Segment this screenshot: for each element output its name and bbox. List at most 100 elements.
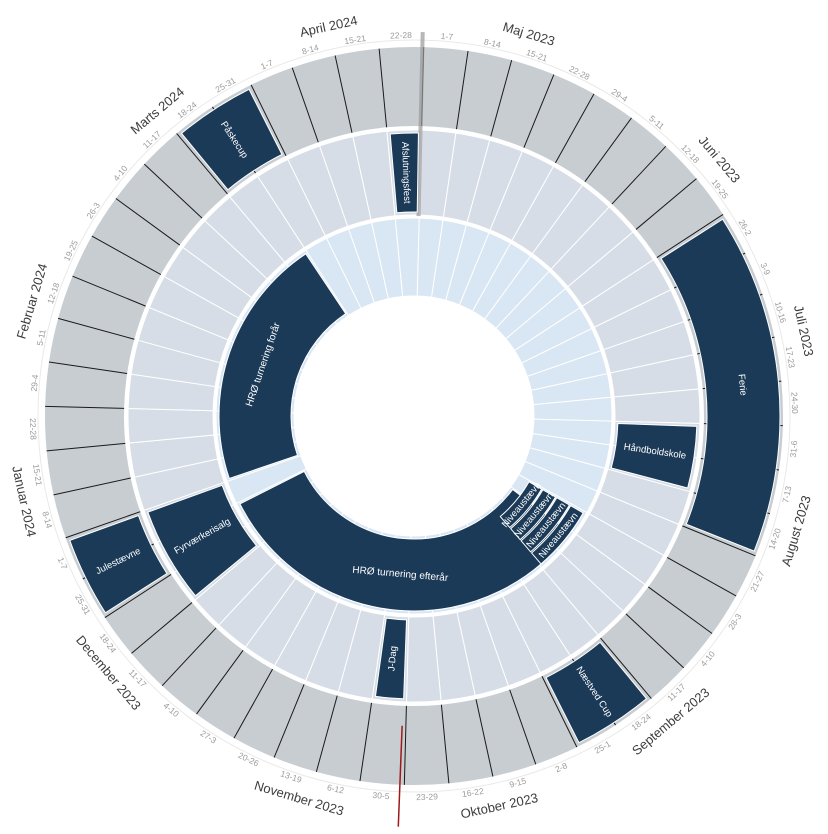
week-label-34: 25-31 bbox=[73, 593, 93, 617]
week-divider-26 bbox=[403, 705, 407, 785]
week-divider-22 bbox=[541, 676, 578, 748]
week-label-9: 3-9 bbox=[758, 261, 772, 276]
event-block-fyrværkerisalg-5[interactable] bbox=[147, 484, 258, 597]
outer-ring-cell-w45 bbox=[144, 133, 228, 219]
outer-ring-cell-w27 bbox=[316, 695, 372, 782]
event-block-hrø-turnering-forår-9[interactable] bbox=[218, 253, 347, 480]
outer-ring-cell-w29 bbox=[234, 669, 305, 758]
outer-ring-cell-w18 bbox=[625, 586, 713, 668]
week-divider-38 bbox=[46, 442, 126, 452]
week-label-37: 15-21 bbox=[31, 463, 44, 486]
week-label-48: 1-7 bbox=[259, 58, 274, 72]
event-label-j-dag-3: J-Dag bbox=[386, 645, 399, 671]
week-divider-31 bbox=[196, 649, 244, 715]
week-label-16: 21-27 bbox=[748, 569, 767, 593]
week-label-36: 8-14 bbox=[40, 510, 54, 529]
event-block-næstved-cup-2[interactable] bbox=[545, 641, 648, 744]
event-label-afslutningsfest-7: Afslutningsfest bbox=[399, 142, 412, 204]
week-divider-2 bbox=[490, 60, 513, 137]
event-block-j-dag-3[interactable] bbox=[374, 617, 408, 700]
outer-ring-cell-w25 bbox=[404, 704, 449, 785]
week-divider-19 bbox=[625, 613, 685, 669]
week-divider-25 bbox=[440, 704, 450, 784]
week-label-29: 20-26 bbox=[237, 750, 261, 769]
outer-ring-cell-w49 bbox=[292, 55, 352, 143]
week-divider-5 bbox=[584, 117, 632, 183]
week-label-35: 1-7 bbox=[56, 556, 70, 571]
event-block-julestævne-4[interactable] bbox=[69, 514, 168, 614]
outer-ring-cell-w48 bbox=[251, 67, 319, 156]
event-block-ferie-0[interactable] bbox=[660, 218, 781, 552]
week-divider-18 bbox=[647, 586, 713, 634]
week-divider-27 bbox=[359, 702, 373, 782]
week-label-12: 24-30 bbox=[789, 392, 800, 414]
event-block-niveaustævn-10[interactable] bbox=[530, 505, 584, 565]
outer-ring-cell-w31 bbox=[162, 627, 244, 715]
week-label-7: 19-25 bbox=[709, 177, 730, 201]
week-label-25: 23-29 bbox=[416, 791, 438, 802]
week-divider-29 bbox=[273, 684, 305, 758]
week-label-49: 8-14 bbox=[301, 42, 320, 56]
outer-ring-cell-w24 bbox=[441, 699, 493, 784]
event-block-håndboldskole-1[interactable] bbox=[610, 422, 698, 489]
week-label-21: 25-1 bbox=[593, 738, 613, 755]
event-block-niveaustævn-11[interactable] bbox=[520, 497, 571, 553]
month-label-august-2023: August 2023 bbox=[778, 494, 813, 568]
today-marker bbox=[397, 725, 403, 827]
week-label-0: 1-7 bbox=[440, 31, 453, 42]
week-divider-34 bbox=[104, 574, 172, 619]
week-divider-42 bbox=[72, 275, 146, 307]
month-label-juni-2023: Juni 2023 bbox=[696, 133, 744, 186]
week-divider-40 bbox=[48, 361, 128, 375]
week-label-3: 22-28 bbox=[567, 64, 591, 83]
outer-ring-cell-w37 bbox=[46, 443, 131, 495]
week-divider-44 bbox=[115, 198, 181, 246]
week-label-39: 29-4 bbox=[29, 374, 40, 392]
week-divider-33 bbox=[131, 602, 193, 654]
outer-ring-cell-w51 bbox=[379, 47, 424, 128]
week-divider-48 bbox=[250, 84, 287, 156]
outer-ring-cell-w3 bbox=[523, 74, 594, 163]
outer-ring-cell-w38 bbox=[44, 406, 126, 451]
event-label-ferie-0: Ferie bbox=[736, 374, 749, 397]
week-label-27: 6-12 bbox=[326, 782, 345, 795]
outer-ring-cell-w43 bbox=[91, 198, 180, 275]
outer-ring-cell-w40 bbox=[48, 318, 135, 374]
week-divider-3 bbox=[523, 74, 555, 148]
week-label-47: 25-31 bbox=[214, 75, 238, 95]
week-label-23: 9-15 bbox=[508, 775, 527, 789]
week-label-42: 19-25 bbox=[62, 238, 81, 262]
week-divider-30 bbox=[233, 668, 273, 739]
week-label-22: 2-8 bbox=[554, 760, 569, 774]
outer-ring-cell-w41 bbox=[58, 276, 146, 340]
outer-ring-cell-w0 bbox=[421, 47, 469, 130]
event-block-afslutningsfest-7[interactable] bbox=[389, 132, 419, 214]
week-label-5: 5-11 bbox=[647, 113, 666, 131]
event-block-niveaustævn-13[interactable] bbox=[499, 481, 543, 529]
week-divider-39 bbox=[45, 405, 125, 409]
week-label-30: 27-3 bbox=[199, 728, 219, 746]
week-divider-51 bbox=[378, 48, 388, 128]
week-divider-17 bbox=[666, 557, 737, 597]
event-block-påskecup-6[interactable] bbox=[180, 88, 283, 191]
event-block-niveaustævn-12[interactable] bbox=[510, 489, 557, 541]
week-divider-32 bbox=[161, 627, 217, 687]
event-block-hrø-turnering-efterår-8[interactable] bbox=[239, 470, 572, 612]
outer-ring-cell-w33 bbox=[104, 574, 192, 654]
week-divider-37 bbox=[53, 477, 131, 496]
month-label-maj-2023: Maj 2023 bbox=[501, 19, 557, 49]
week-label-51: 22-28 bbox=[390, 30, 412, 41]
week-label-24: 16-22 bbox=[461, 786, 484, 799]
week-divider-6 bbox=[611, 145, 667, 205]
outer-ring-cell-w36 bbox=[53, 478, 141, 538]
outer-ring-cell-w17 bbox=[648, 557, 737, 634]
outer-ring-cell-w6 bbox=[611, 146, 697, 230]
year-start-line bbox=[416, 32, 425, 217]
week-divider-24 bbox=[475, 699, 494, 777]
outer-ring-cell-w23 bbox=[476, 689, 536, 777]
week-divider-49 bbox=[291, 67, 319, 143]
outer-ring-cell-w39 bbox=[45, 361, 128, 409]
week-label-38: 22-28 bbox=[28, 418, 39, 440]
